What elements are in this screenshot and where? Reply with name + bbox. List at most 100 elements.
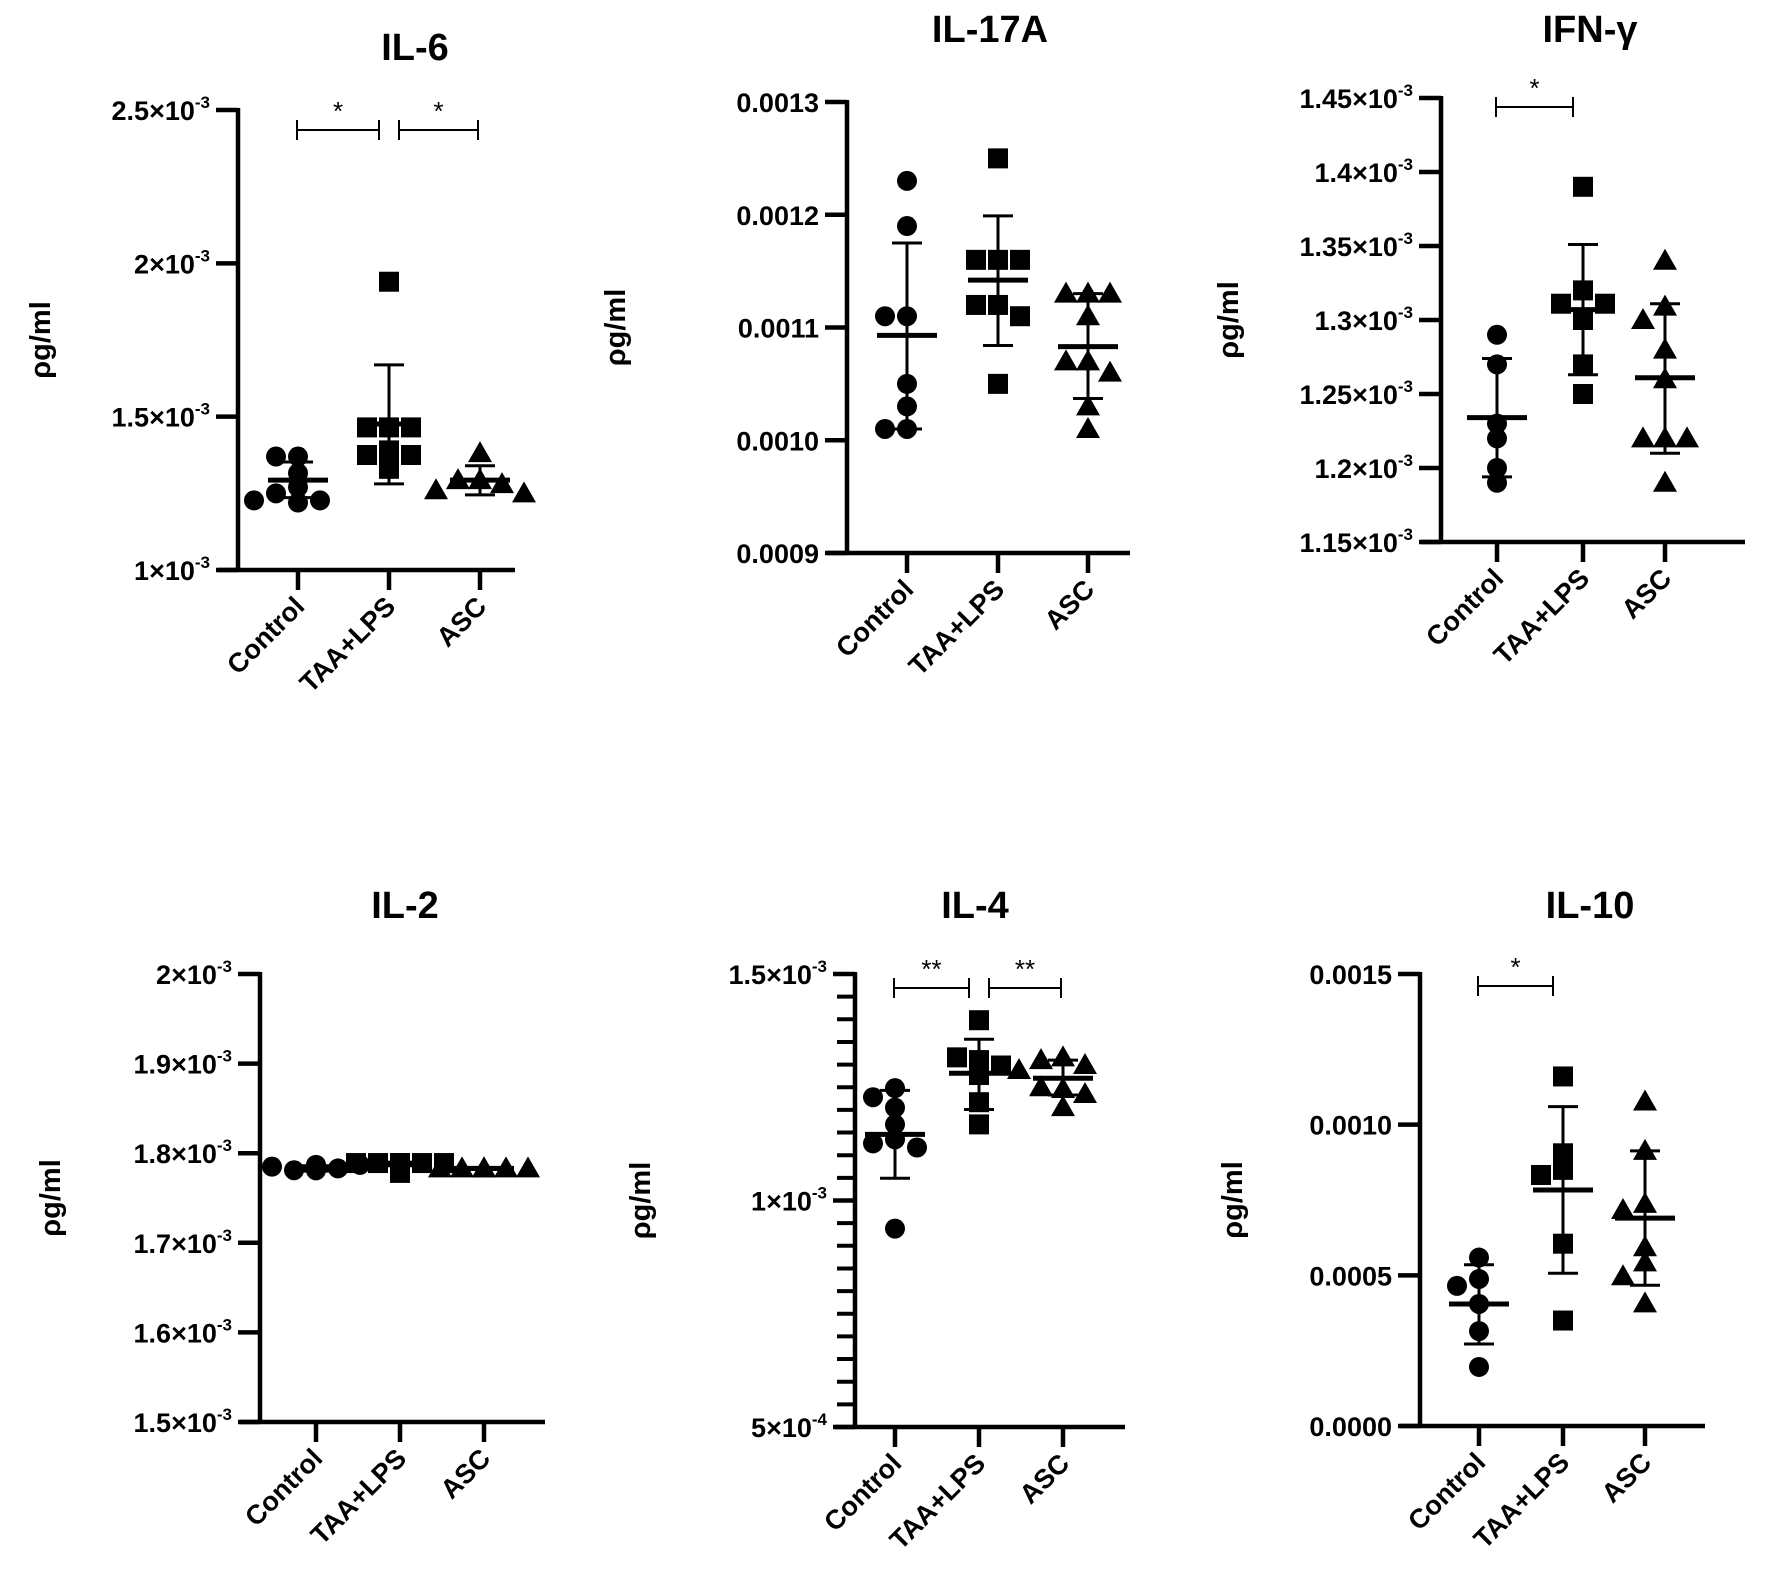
series-asc <box>424 441 536 503</box>
series-asc <box>1007 1045 1097 1117</box>
y-axis-label: ρg/ml <box>25 301 57 379</box>
series-asc <box>1611 1089 1675 1313</box>
data-point-circle <box>1469 1247 1489 1268</box>
panel-il10: IL-10ρg/ml0.00000.00050.00100.0015Contro… <box>1217 885 1705 1554</box>
significance-label: * <box>433 96 443 126</box>
series-taa-lps <box>357 271 421 486</box>
data-point-circle <box>244 490 264 511</box>
chart-title: IL-6 <box>381 27 449 69</box>
series-control <box>244 446 330 513</box>
y-tick-label: 1.2×10-3 <box>1315 451 1413 484</box>
data-point-square <box>1553 1066 1573 1087</box>
y-tick-label: 1.45×10-3 <box>1300 81 1413 114</box>
series-taa-lps <box>947 1010 1011 1135</box>
data-point-square <box>1553 1310 1573 1331</box>
y-tick-label: 0.0000 <box>1309 1412 1392 1442</box>
y-axis-label: ρg/ml <box>625 1162 657 1240</box>
significance-bracket: ** <box>893 954 970 998</box>
series-control <box>875 170 937 439</box>
series-asc <box>428 1156 540 1178</box>
data-point-circle <box>875 306 895 327</box>
y-tick-label: 2×10-3 <box>156 957 232 990</box>
data-point-triangle <box>1029 1075 1053 1097</box>
x-tick-label: Control <box>1420 563 1509 652</box>
data-point-circle <box>1469 1356 1489 1377</box>
panel-il2: IL-2 ρg/ml 1.5×10-3 1.6×10-3 1.7×10-3 1.8×10-… <box>35 885 545 1550</box>
y-tick-label: 0.0005 <box>1309 1261 1392 1291</box>
data-point-square <box>988 148 1008 169</box>
y-tick-label: 1.9×10-3 <box>134 1047 232 1080</box>
data-point-square <box>401 445 421 465</box>
data-point-triangle <box>1098 281 1122 303</box>
y-tick-label: 1.3×10-3 <box>1315 303 1413 336</box>
data-point-square <box>969 1114 989 1135</box>
significance-label: * <box>1529 73 1539 103</box>
y-tick-label: 1.25×10-3 <box>1300 377 1413 410</box>
data-point-triangle <box>1073 1082 1097 1104</box>
x-tick-label: TAA+LPS <box>294 591 401 698</box>
y-tick-label: 0.0009 <box>736 539 819 569</box>
y-tick-label: 1.5×10-3 <box>112 400 210 433</box>
data-point-square <box>401 417 421 438</box>
series-control <box>863 1078 927 1239</box>
significance-bracket: * <box>398 96 479 140</box>
data-point-circle <box>1447 1275 1467 1296</box>
data-point-square <box>357 417 377 438</box>
y-axis-label: ρg/ml <box>1213 281 1245 359</box>
y-tick-label: 2×10-3 <box>134 246 210 279</box>
series-taa-lps <box>1531 1066 1593 1331</box>
significance-bracket: * <box>1495 73 1574 117</box>
y-tick-label: 1.5×10-3 <box>729 957 827 990</box>
y-axis-label: ρg/ml <box>35 1159 67 1237</box>
significance-bracket: * <box>1477 952 1554 996</box>
y-tick-label: 5×10-4 <box>751 1410 827 1443</box>
data-point-triangle <box>1675 426 1699 448</box>
y-axis-label: ρg/ml <box>1217 1161 1249 1239</box>
data-point-circle <box>266 483 286 504</box>
y-tick-label: 1×10-3 <box>134 553 210 586</box>
chart-title: IL-10 <box>1546 885 1635 927</box>
data-point-square <box>1573 384 1593 404</box>
data-point-triangle <box>1007 1058 1031 1080</box>
data-point-square <box>379 271 399 292</box>
data-point-triangle <box>1611 1197 1635 1219</box>
y-tick-label: 1×10-3 <box>751 1184 827 1217</box>
y-tick-label: 1.5×10-3 <box>134 1405 232 1438</box>
data-point-square <box>1531 1164 1551 1185</box>
data-point-triangle <box>516 1156 540 1178</box>
data-point-circle <box>885 1218 905 1239</box>
x-tick-label: TAA+LPS <box>903 574 1010 681</box>
data-point-triangle <box>1611 1264 1635 1286</box>
series-control <box>1447 1247 1509 1377</box>
data-point-circle <box>266 446 286 467</box>
x-tick-label: ASC <box>1014 1448 1076 1510</box>
x-tick-label: Control <box>830 574 919 663</box>
data-point-square <box>1010 306 1030 327</box>
data-point-circle <box>863 1087 883 1108</box>
data-point-circle <box>897 170 917 191</box>
panel-il4: IL-4ρg/ml5×10-41×10-31.5×10-3ControlTAA+… <box>625 885 1125 1555</box>
significance-label: ** <box>1015 954 1035 984</box>
data-point-triangle <box>1633 1089 1657 1111</box>
y-tick-label: 0.0010 <box>1309 1111 1392 1141</box>
data-point-circle <box>875 418 895 439</box>
data-point-circle <box>1487 324 1507 345</box>
data-point-triangle <box>1073 1053 1097 1075</box>
data-point-square <box>346 1153 366 1174</box>
panel-il17a: IL-17A ρg/ml 0.0009 0.0010 0.0011 0.0012 0.001… <box>600 9 1130 681</box>
data-point-circle <box>897 216 917 237</box>
data-point-triangle <box>1054 349 1078 371</box>
y-tick-label: 0.0012 <box>736 201 819 231</box>
x-tick-label: ASC <box>431 591 493 653</box>
series-taa-lps <box>346 1153 454 1183</box>
y-tick-label: 0.0010 <box>736 426 819 456</box>
data-point-square <box>1010 249 1030 270</box>
chart-title: IL-2 <box>371 885 439 927</box>
y-tick-label: 1.15×10-3 <box>1300 525 1413 558</box>
data-point-triangle <box>1653 248 1677 270</box>
data-point-triangle <box>1029 1048 1053 1070</box>
y-axis-label: ρg/ml <box>600 289 632 367</box>
x-tick-label: ASC <box>1616 563 1678 625</box>
data-point-triangle <box>1098 360 1122 382</box>
y-tick-label: 0.0011 <box>738 314 819 344</box>
